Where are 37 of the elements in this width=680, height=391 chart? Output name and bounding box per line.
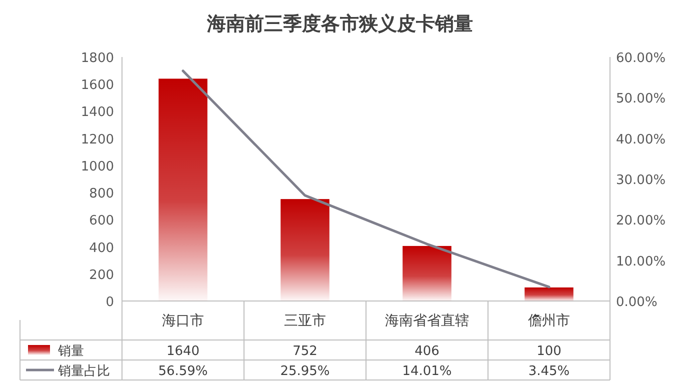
data-label: 14.01% — [402, 364, 452, 379]
y-tick-label: 800 — [89, 186, 114, 202]
x-tick-label: 海口市 — [162, 313, 204, 329]
y2-tick-label: 50.00% — [616, 92, 666, 107]
y2-tick-label: 60.00% — [616, 51, 666, 66]
bar — [158, 78, 208, 301]
data-label: 100 — [536, 344, 562, 359]
y-tick-label: 0 — [106, 295, 114, 310]
y-tick-label: 1600 — [80, 78, 114, 94]
bar — [402, 246, 452, 301]
y-tick-label: 600 — [89, 214, 114, 229]
x-tick-label: 三亚市 — [284, 313, 326, 329]
y2-tick-label: 0.00% — [616, 295, 658, 310]
y-tick-label: 1000 — [80, 159, 114, 174]
y2-tick-label: 40.00% — [616, 132, 666, 148]
chart-title: 海南前三季度各市狭义皮卡销量 — [206, 13, 473, 35]
data-label: 1640 — [166, 344, 200, 359]
y2-tick-label: 10.00% — [616, 254, 666, 270]
y2-tick-label: 20.00% — [616, 214, 666, 229]
bar — [280, 199, 330, 301]
data-label: 3.45% — [528, 364, 570, 379]
y-tick-label: 1400 — [80, 105, 114, 120]
x-tick-label: 海南省省直辖 — [385, 313, 469, 329]
data-label: 25.95% — [280, 364, 330, 379]
legend-label: 销量占比 — [57, 364, 110, 379]
data-label: 56.59% — [158, 364, 208, 379]
data-label: 406 — [414, 344, 440, 359]
data-label: 752 — [292, 344, 318, 359]
x-tick-label: 儋州市 — [528, 313, 570, 329]
y-tick-label: 400 — [89, 240, 114, 256]
line-series — [182, 70, 550, 288]
bar — [524, 287, 574, 301]
legend-label: 销量 — [57, 344, 84, 359]
y-tick-label: 1800 — [80, 51, 114, 66]
y2-tick-label: 30.00% — [616, 173, 666, 188]
y-tick-label: 1200 — [80, 132, 114, 148]
y-tick-label: 200 — [89, 268, 114, 283]
